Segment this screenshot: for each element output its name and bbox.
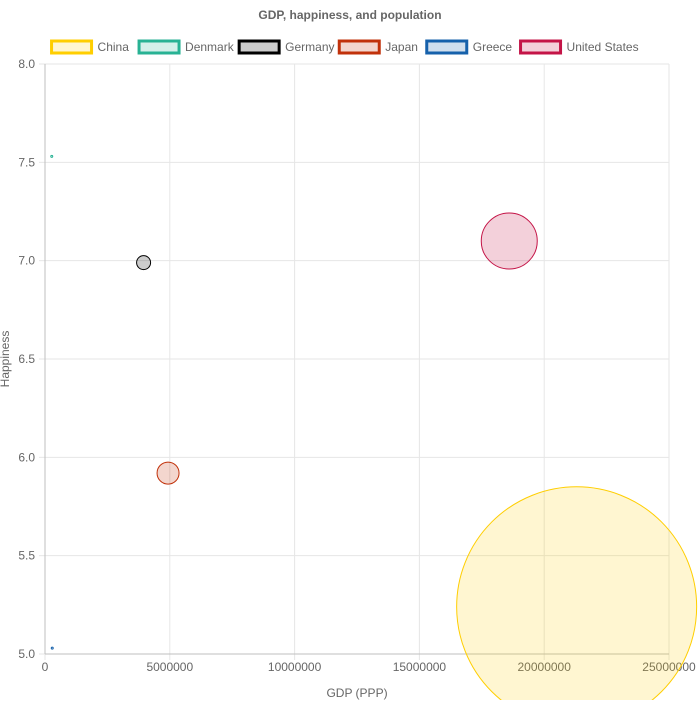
- y-tick-label: 8.0: [18, 57, 35, 71]
- bubble-denmark[interactable]: [50, 154, 54, 158]
- x-tick-label: 5000000: [146, 660, 193, 674]
- legend[interactable]: China Denmark Germany Japan Greece United Sta…: [50, 39, 639, 55]
- x-tick-label: 20000000: [518, 660, 572, 674]
- legend-item-denmark[interactable]: Denmark: [137, 39, 235, 55]
- bubble-germany[interactable]: [136, 255, 152, 271]
- bubble-china[interactable]: [456, 486, 698, 705]
- bubble-greece[interactable]: [50, 646, 54, 650]
- legend-item-germany[interactable]: Germany: [237, 39, 335, 55]
- y-tick-label: 6.0: [18, 450, 35, 464]
- grid-lines: [44, 63, 670, 655]
- legend-label: Denmark: [185, 40, 235, 54]
- legend-swatch: [237, 39, 281, 55]
- legend-swatch: [425, 39, 469, 55]
- legend-label: United States: [567, 40, 639, 54]
- legend-label: Japan: [385, 40, 418, 54]
- x-tick-label: 15000000: [393, 660, 447, 674]
- y-axis-title: Happiness: [0, 331, 12, 388]
- y-tick-label: 5.0: [18, 647, 35, 661]
- y-tick-label: 7.0: [18, 254, 35, 268]
- x-tick-label: 10000000: [268, 660, 322, 674]
- y-tick-label: 6.5: [18, 352, 35, 366]
- chart-title: GDP, happiness, and population: [258, 8, 441, 22]
- legend-swatch: [137, 39, 181, 55]
- axes: 5.0 5.5 6.0 6.5 7.0 7.5 8.0 0 5000000 10000000 150…: [18, 57, 696, 674]
- plot-bubbles: [50, 154, 698, 705]
- legend-item-china[interactable]: China: [50, 39, 130, 55]
- legend-swatch: [50, 39, 94, 55]
- legend-swatch: [519, 39, 563, 55]
- legend-label: Germany: [285, 40, 334, 54]
- x-tick-label: 0: [42, 660, 49, 674]
- legend-label: Greece: [473, 40, 513, 54]
- x-axis-title: GDP (PPP): [326, 686, 387, 700]
- bubble-united-states[interactable]: [480, 212, 538, 270]
- legend-item-greece[interactable]: Greece: [425, 39, 513, 55]
- legend-swatch: [337, 39, 381, 55]
- bubble-japan[interactable]: [156, 461, 180, 485]
- legend-item-japan[interactable]: Japan: [337, 39, 418, 55]
- legend-item-united-states[interactable]: United States: [519, 39, 639, 55]
- legend-label: China: [98, 40, 130, 54]
- y-tick-label: 5.5: [18, 549, 35, 563]
- y-tick-label: 7.5: [18, 155, 35, 169]
